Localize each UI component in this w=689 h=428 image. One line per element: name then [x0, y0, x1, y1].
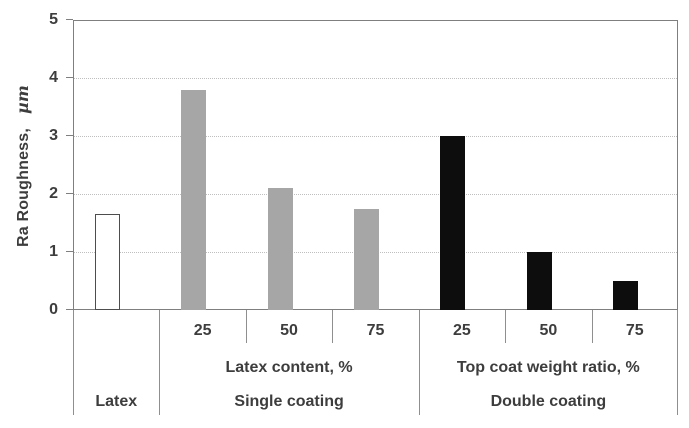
- gridline-2: [74, 194, 677, 195]
- group-separator: [159, 310, 161, 415]
- bar-double-coating-25: [440, 136, 466, 310]
- y-tick-label-1: 1: [49, 243, 58, 260]
- category-label-75: 75: [366, 322, 385, 339]
- bar-double-coating-75: [613, 281, 639, 310]
- y-tick-label-4: 4: [49, 69, 58, 86]
- bar-single-coating-25: [181, 89, 207, 310]
- category-label-25: 25: [453, 322, 471, 339]
- y-tick-mark-1: [66, 251, 73, 252]
- gridline-4: [74, 78, 677, 79]
- y-tick-mark-4: [66, 77, 73, 78]
- y-tick-label-5: 5: [49, 11, 58, 28]
- subcategory-tick: [245, 310, 247, 343]
- y-tick-mark-0: [66, 309, 73, 310]
- bar-latex: [94, 214, 120, 310]
- group-axis-label-2: Top coat weight ratio, %: [456, 359, 640, 376]
- category-label-50: 50: [280, 322, 298, 339]
- y-axis-unit: µm: [13, 84, 32, 115]
- bar-single-coating-75: [354, 208, 379, 310]
- subcategory-tick: [591, 310, 593, 343]
- category-label-25: 25: [193, 322, 212, 339]
- subcategory-tick: [332, 310, 334, 343]
- group-separator: [73, 310, 74, 415]
- group-separator: [677, 310, 678, 415]
- y-tick-label-2: 2: [49, 185, 58, 202]
- bar-single-coating-50: [267, 188, 293, 310]
- subcategory-tick: [505, 310, 507, 343]
- category-label-75: 75: [625, 322, 644, 339]
- group-name-single-coating: Single coating: [234, 393, 344, 410]
- y-tick-label-0: 0: [49, 301, 58, 318]
- group-name-double-coating: Double coating: [490, 393, 607, 410]
- y-tick-mark-2: [66, 193, 73, 194]
- y-tick-label-3: 3: [49, 127, 58, 144]
- group-separator: [418, 310, 420, 415]
- bar-double-coating-50: [526, 252, 552, 310]
- group-axis-label-1: Latex content, %: [225, 359, 353, 376]
- category-label-50: 50: [539, 322, 558, 339]
- group-name-latex: Latex: [95, 393, 138, 410]
- y-tick-mark-5: [66, 19, 73, 20]
- y-tick-mark-3: [66, 135, 73, 136]
- y-axis-title: Ra Roughness, µm: [13, 21, 35, 311]
- gridline-3: [74, 136, 677, 137]
